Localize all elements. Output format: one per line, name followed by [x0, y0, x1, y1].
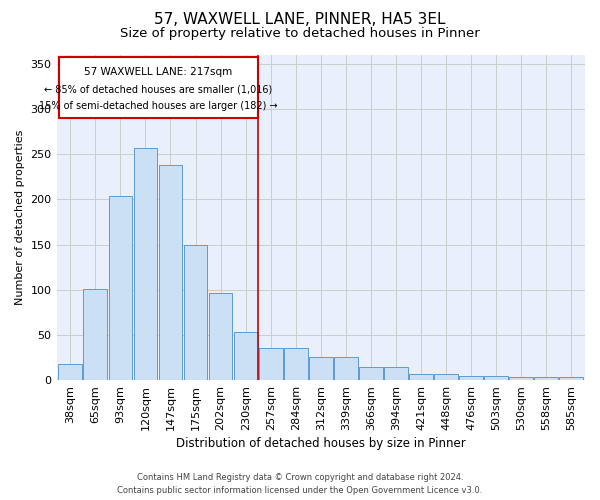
Bar — [259, 348, 283, 380]
Bar — [434, 374, 458, 380]
Bar — [234, 332, 257, 380]
Text: 57, WAXWELL LANE, PINNER, HA5 3EL: 57, WAXWELL LANE, PINNER, HA5 3EL — [154, 12, 446, 28]
Bar — [334, 358, 358, 380]
Bar — [83, 289, 107, 380]
FancyBboxPatch shape — [59, 57, 258, 118]
Bar — [134, 148, 157, 380]
Bar — [484, 376, 508, 380]
Bar — [359, 366, 383, 380]
Text: ← 85% of detached houses are smaller (1,016): ← 85% of detached houses are smaller (1,… — [44, 84, 273, 94]
Bar — [109, 196, 133, 380]
Bar — [284, 348, 308, 380]
Bar — [209, 294, 232, 380]
Text: 57 WAXWELL LANE: 217sqm: 57 WAXWELL LANE: 217sqm — [85, 67, 233, 77]
Bar — [534, 378, 558, 380]
Bar — [384, 366, 408, 380]
Y-axis label: Number of detached properties: Number of detached properties — [15, 130, 25, 305]
Text: Size of property relative to detached houses in Pinner: Size of property relative to detached ho… — [120, 28, 480, 40]
Bar — [409, 374, 433, 380]
Bar — [309, 358, 332, 380]
Bar — [459, 376, 483, 380]
Bar — [559, 378, 583, 380]
Bar — [184, 244, 208, 380]
Text: Contains HM Land Registry data © Crown copyright and database right 2024.
Contai: Contains HM Land Registry data © Crown c… — [118, 474, 482, 495]
X-axis label: Distribution of detached houses by size in Pinner: Distribution of detached houses by size … — [176, 437, 466, 450]
Bar — [58, 364, 82, 380]
Bar — [509, 378, 533, 380]
Bar — [158, 165, 182, 380]
Text: 15% of semi-detached houses are larger (182) →: 15% of semi-detached houses are larger (… — [39, 101, 278, 111]
